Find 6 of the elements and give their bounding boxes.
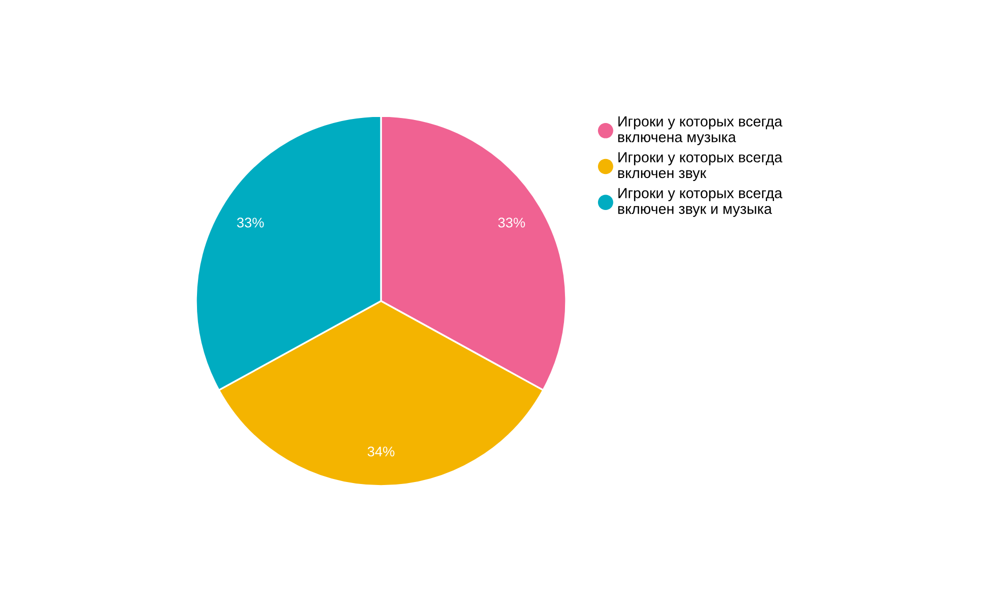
legend-label: Игроки у которых всегда включен звук	[618, 152, 782, 181]
legend-label: Игроки у которых всегда включен звук и музыка	[618, 188, 782, 217]
data-label: 33%	[498, 218, 525, 228]
data-label: 33%	[237, 218, 264, 228]
legend-label: Игроки у которых всегда включена музыка	[618, 116, 782, 146]
data-label: 34%	[368, 446, 394, 456]
